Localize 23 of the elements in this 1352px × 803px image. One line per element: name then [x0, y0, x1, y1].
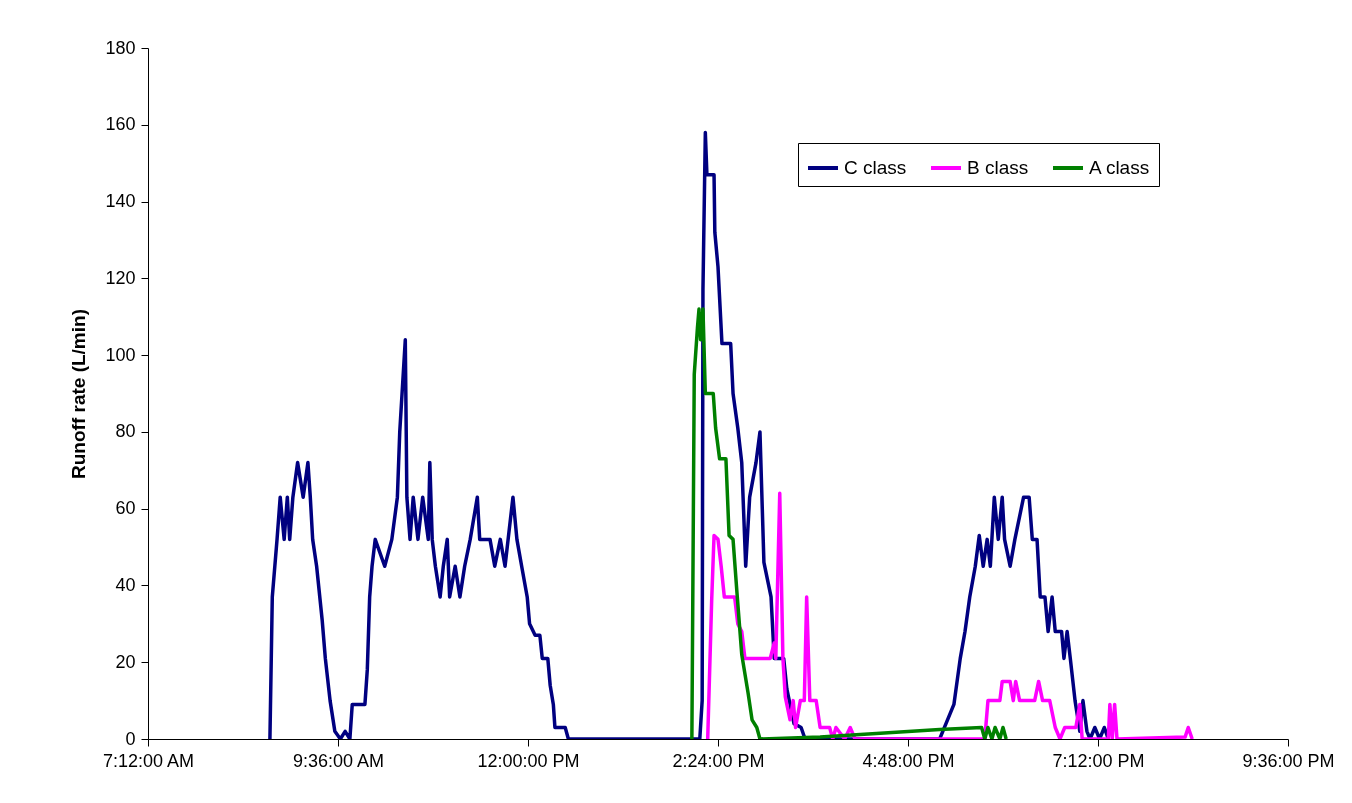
legend-label: C class: [844, 157, 907, 178]
x-tick-label: 4:48:00 PM: [862, 750, 955, 771]
y-tick-label: 40: [115, 574, 136, 595]
y-tick-label: 180: [105, 37, 136, 58]
x-tick-label: 7:12:00 PM: [1052, 750, 1145, 771]
x-tick-label: 7:12:00 AM: [102, 750, 195, 771]
line-series: [690, 307, 1008, 739]
x-tick-label: 2:24:00 PM: [672, 750, 765, 771]
y-tick-label: 60: [115, 498, 136, 519]
y-tick-label: 160: [105, 114, 136, 135]
y-tick-label: 20: [115, 651, 136, 672]
x-tick-label: 9:36:00 PM: [1242, 750, 1335, 771]
y-tick-label: 0: [125, 728, 136, 749]
y-tick-label: 120: [105, 267, 136, 288]
legend-label: B class: [967, 157, 1029, 178]
x-tick-label: 9:36:00 AM: [292, 750, 385, 771]
line-series: [705, 491, 1194, 739]
y-tick-label: 140: [105, 191, 136, 212]
y-axis-title: Runoff rate (L/min): [68, 309, 90, 479]
y-tick-label: 100: [105, 344, 136, 365]
x-tick-label: 12:00:00 PM: [477, 750, 580, 771]
y-tick-label: 80: [115, 421, 136, 442]
legend-label: A class: [1089, 157, 1150, 178]
